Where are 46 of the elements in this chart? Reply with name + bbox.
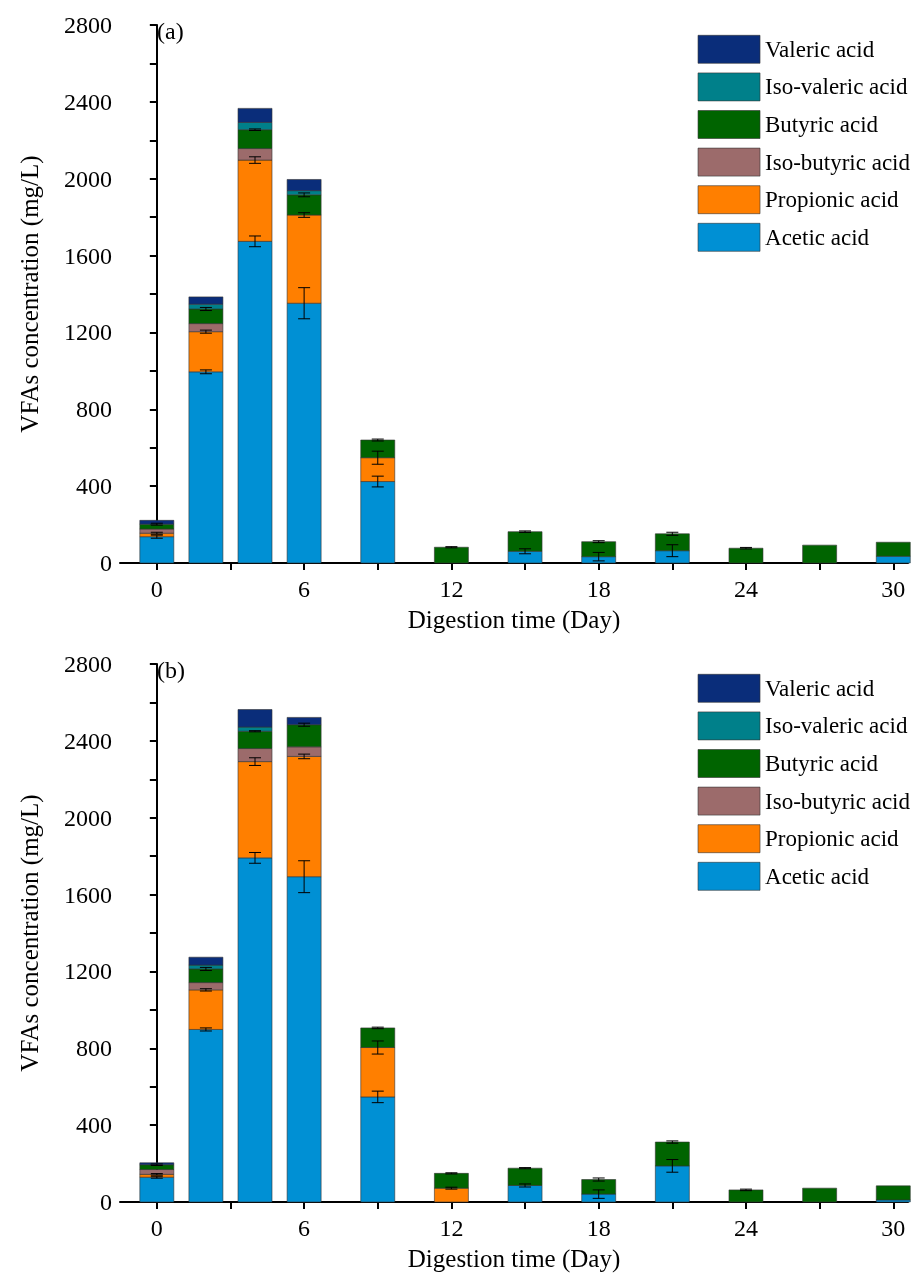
x-tick-label: 6 — [298, 1215, 311, 1241]
y-tick-label: 2400 — [64, 727, 112, 754]
y-tick-label: 800 — [76, 396, 112, 423]
y-tick-label: 400 — [76, 473, 112, 500]
y-tick-label: 2800 — [64, 12, 112, 38]
legend-label: Iso-valeric acid — [765, 74, 908, 100]
x-tick-label: 30 — [881, 576, 906, 602]
legend-label: Acetic acid — [765, 224, 870, 250]
x-tick-label: 12 — [439, 1215, 464, 1241]
y-tick-label: 400 — [76, 1112, 112, 1139]
x-tick-label: 30 — [881, 1215, 906, 1241]
legend-label: Iso-butyric acid — [765, 149, 911, 175]
x-tick-label: 18 — [586, 576, 611, 602]
y-tick-label: 1600 — [64, 881, 112, 908]
legend-label: Valeric acid — [765, 675, 875, 701]
legend-label: Acetic acid — [765, 863, 870, 889]
legend-label: Iso-valeric acid — [765, 713, 908, 739]
x-tick-label: 0 — [150, 1215, 163, 1241]
legend-label: Butyric acid — [765, 751, 879, 776]
y-tick-label: 2400 — [64, 88, 112, 115]
y-axis-title: VFAs concentration (mg/L) — [16, 155, 44, 433]
legend-label: Valeric acid — [765, 36, 875, 62]
chart-title: (a) — [157, 18, 184, 44]
x-tick-label: 0 — [150, 576, 163, 602]
y-tick-label: 0 — [100, 550, 112, 576]
legend-label: Propionic acid — [765, 826, 900, 852]
x-axis-title: Digestion time (Day) — [407, 606, 621, 634]
y-axis-title: VFAs concentration (mg/L) — [16, 794, 44, 1072]
y-tick-label: 2800 — [64, 651, 112, 677]
x-tick-label: 12 — [439, 576, 464, 602]
x-tick-label: 18 — [586, 1215, 611, 1241]
y-tick-label: 2000 — [64, 165, 112, 192]
y-tick-label: 1200 — [64, 958, 112, 985]
legend-label: Iso-butyric acid — [765, 788, 911, 814]
y-tick-label: 800 — [76, 1035, 112, 1062]
x-tick-label: 6 — [298, 576, 311, 602]
chart-title: (b) — [157, 657, 185, 683]
legend-label: Propionic acid — [765, 187, 900, 213]
x-tick-label: 24 — [733, 576, 758, 602]
y-tick-label: 1200 — [64, 319, 112, 346]
y-tick-label: 2000 — [64, 804, 112, 831]
legend-label: Butyric acid — [765, 112, 879, 137]
y-tick-label: 0 — [100, 1189, 112, 1215]
x-tick-label: 24 — [733, 1215, 758, 1241]
x-axis-title: Digestion time (Day) — [407, 1245, 621, 1273]
y-tick-label: 1600 — [64, 242, 112, 269]
